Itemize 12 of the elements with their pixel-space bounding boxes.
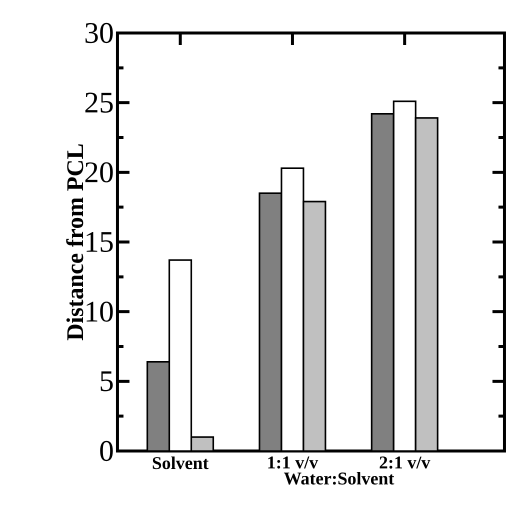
y-tick-label: 25 [85,92,113,113]
x-tick-label: 1:1 v/v [268,456,318,469]
x-tick-label: 2:1 v/v [380,456,430,469]
y-tick-label: 20 [85,162,113,182]
y-axis-title: Distance from PCL [66,144,83,340]
y-tick-label: 10 [86,302,113,322]
y-tick-label: 0 [100,440,113,462]
x-axis-title: Water:Solvent [284,472,394,485]
y-tick-label: 5 [100,371,113,392]
y-tick-label: 15 [86,232,113,252]
x-tick-label: Solvent [152,456,208,470]
y-tick-label: 30 [85,22,113,44]
